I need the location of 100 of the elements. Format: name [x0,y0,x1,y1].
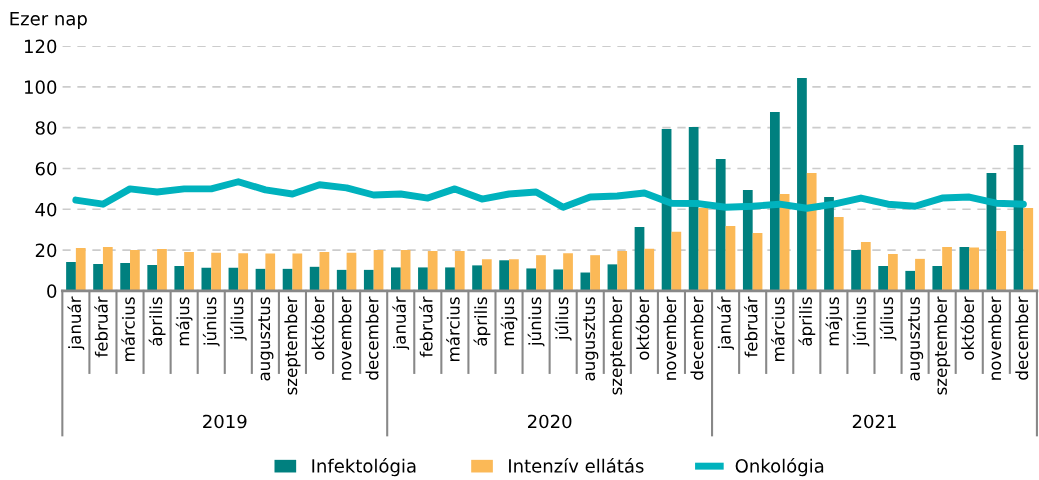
bar [969,247,979,291]
x-tick-label: március [121,297,135,361]
x-tick-label: március [446,297,460,361]
text: 2020 [527,414,572,429]
bar [499,260,510,291]
bar [959,247,970,291]
bar [536,255,546,291]
bar [472,265,482,291]
legend-label: Intenzív ellátás [509,458,644,473]
x-tick-label: december [365,296,379,380]
bar [120,262,131,291]
x-tick-label: szeptember [609,296,626,395]
bar [157,249,167,291]
bar [806,172,817,291]
x-tick-label: május [825,297,843,346]
bar [238,253,249,291]
bar [860,241,871,291]
x-tick-label: július [554,297,572,341]
y-tick-label: 100 [25,80,57,94]
bar [292,253,303,291]
x-tick-label: február [419,296,433,358]
x-tick-label: január [392,296,410,350]
text: 2021 [852,414,896,429]
bar [75,248,86,291]
bar [390,267,401,291]
y-tick-label: 40 [35,202,57,217]
x-tick-label: május [175,297,193,346]
x-tick-label: november [988,296,1002,380]
bar [905,270,916,291]
x-tick-label: augusztus [908,297,924,381]
x-tick-label: február [743,296,758,358]
bar [336,269,347,291]
bar [725,226,736,291]
bar [688,127,699,291]
bar [147,264,158,291]
legend-label: Infektológia [312,458,416,477]
y-tick-label: 120 [25,39,57,54]
bar [427,251,438,291]
bar [184,252,194,291]
bar [526,268,537,291]
bar [309,266,320,291]
bar [130,250,140,291]
x-tick-label: július [229,297,247,341]
x-tick-label: szeptember [284,296,301,395]
bar [942,247,952,291]
bar [824,197,834,291]
x-tick-label: október [960,296,975,360]
x-tick-label: december [1015,296,1029,380]
x-tick-label: május [500,297,518,346]
bar [211,252,221,291]
bar [201,267,212,291]
bar [563,253,573,291]
bar [671,231,682,291]
bar [590,255,600,291]
y-tick-label: 80 [35,121,57,135]
bar [833,217,844,291]
bar [878,265,889,291]
x-tick-label: június [527,297,545,347]
x-tick-label: augusztus [583,297,599,381]
x-tick-label: április [148,297,166,346]
x-tick-label: június [202,297,220,347]
x-tick-label: október [635,296,650,360]
x-tick-label: április [473,297,491,346]
bar [265,253,276,291]
bar [851,250,861,291]
y-tick-label: 20 [35,243,57,258]
x-tick-label: június [852,297,870,347]
x-tick-label: március [771,297,785,361]
bar [66,261,76,291]
bar [634,227,645,291]
x-tick-label: január [67,296,85,350]
bar [617,251,628,291]
bar [915,258,925,291]
bar [445,267,455,291]
bar [742,189,753,291]
bar [454,251,465,291]
x-tick-label: november [663,296,677,380]
y-axis-title: Ezer nap [10,12,87,29]
bar [715,159,726,291]
x-tick-label: január [717,296,734,350]
x-tick-label: november [338,296,352,380]
x-tick-label: szeptember [934,296,951,395]
bar [797,78,807,291]
bar [509,259,519,291]
bar [644,248,655,291]
bar [481,259,492,291]
bar [363,269,374,291]
x-tick-label: február [94,296,108,358]
bar [769,111,780,291]
bar [93,263,103,291]
text: 2019 [203,414,247,429]
bar [174,265,185,291]
x-tick-label: október [310,296,325,360]
x-tick-label: augusztus [258,297,274,381]
y-tick-label: 0 [47,284,57,298]
bar [932,265,943,291]
bar [553,269,564,291]
x-tick-label: július [879,297,897,341]
legend-label: Onkológia [735,458,824,477]
bar [996,230,1007,291]
